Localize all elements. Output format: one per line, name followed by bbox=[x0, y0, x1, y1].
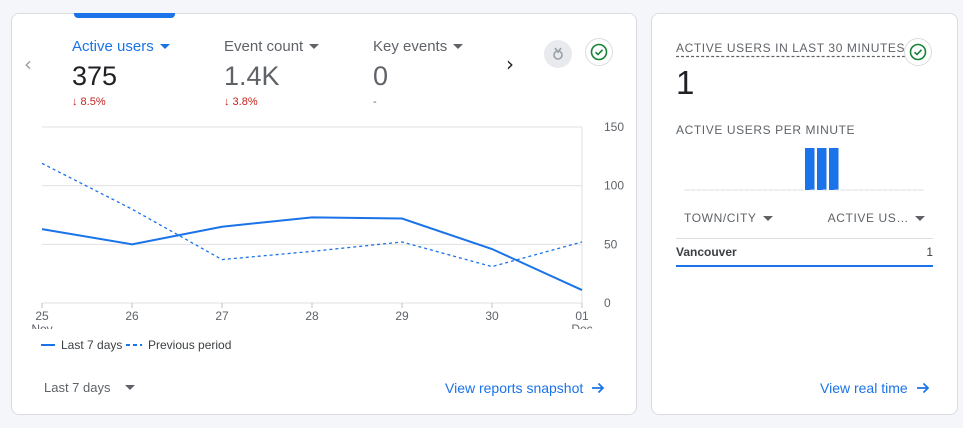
date-range-selector[interactable]: Last 7 days bbox=[44, 380, 135, 395]
active-tab-indicator bbox=[74, 13, 175, 18]
table-row[interactable]: Vancouver 1 bbox=[676, 245, 933, 259]
view-real-time-label: View real time bbox=[820, 380, 908, 396]
metric-active-users[interactable]: Active users 375 ↓ 8.5% bbox=[72, 38, 170, 108]
caret-down-icon bbox=[124, 385, 135, 390]
legend-previous-label: Previous period bbox=[148, 338, 232, 352]
minute-bar bbox=[817, 148, 827, 190]
series-previous-period-line bbox=[41, 162, 583, 268]
metric-label: Event count bbox=[224, 38, 304, 55]
y-tick-label: 150 bbox=[604, 120, 624, 134]
metric-change: - bbox=[373, 96, 377, 108]
metric-value: 0 bbox=[373, 61, 389, 91]
minute-bar bbox=[805, 148, 815, 190]
users-cell: 1 bbox=[926, 245, 933, 259]
caret-down-icon bbox=[309, 44, 320, 49]
check-circle-icon bbox=[904, 38, 932, 66]
legend-current-label: Last 7 days bbox=[61, 338, 123, 352]
chevron-right-icon[interactable]: › bbox=[506, 52, 514, 76]
arrow-right-icon bbox=[916, 382, 929, 394]
y-tick-label: 50 bbox=[604, 237, 618, 251]
x-tick-label: 28 bbox=[305, 309, 319, 323]
arrow-right-icon bbox=[592, 382, 605, 394]
metric-event-count[interactable]: Event count 1.4K ↓ 3.8% bbox=[224, 38, 320, 108]
per-minute-bar-chart bbox=[684, 148, 924, 191]
x-tick-label: 01 bbox=[575, 309, 589, 323]
insights-icon[interactable] bbox=[544, 40, 572, 68]
x-tick-label: 25 bbox=[35, 309, 49, 323]
y-tick-label: 100 bbox=[604, 179, 624, 193]
view-real-time-link[interactable]: View real time bbox=[820, 380, 930, 396]
realtime-user-count: 1 bbox=[676, 64, 695, 101]
x-tick-month-label: Nov bbox=[31, 322, 52, 329]
x-tick-label: 26 bbox=[125, 309, 139, 323]
metric-label: Key events bbox=[373, 38, 448, 55]
y-tick-label: 0 bbox=[604, 296, 611, 310]
metric-key-events[interactable]: Key events 0 - bbox=[373, 38, 464, 108]
caret-down-icon bbox=[762, 215, 773, 221]
legend-current: Last 7 days bbox=[41, 338, 122, 352]
caret-down-icon bbox=[453, 44, 464, 49]
overview-card: ‹ Active users 375 ↓ 8.5% Event count 1.… bbox=[11, 13, 637, 415]
x-tick-month-label: Dec bbox=[571, 322, 592, 329]
view-reports-snapshot-link[interactable]: View reports snapshot bbox=[445, 380, 605, 396]
x-tick-label: 30 bbox=[485, 309, 499, 323]
check-circle-icon bbox=[585, 38, 613, 66]
row-share-bar bbox=[676, 265, 933, 267]
realtime-card: ACTIVE USERS IN LAST 30 MINUTES 1 ACTIVE… bbox=[651, 13, 958, 415]
chevron-left-icon[interactable]: ‹ bbox=[24, 52, 32, 76]
column-label: TOWN/CITY bbox=[684, 211, 757, 225]
x-tick-label: 27 bbox=[215, 309, 229, 323]
x-tick-label: 29 bbox=[395, 309, 409, 323]
realtime-title[interactable]: ACTIVE USERS IN LAST 30 MINUTES bbox=[676, 41, 906, 55]
view-reports-snapshot-label: View reports snapshot bbox=[445, 380, 584, 396]
city-cell: Vancouver bbox=[676, 245, 737, 259]
date-range-label: Last 7 days bbox=[44, 380, 111, 395]
series-last-7-days-line bbox=[41, 216, 583, 292]
caret-down-icon bbox=[159, 44, 170, 49]
caret-down-icon bbox=[915, 215, 925, 221]
realtime-table-header: TOWN/CITY ACTIVE US… bbox=[676, 211, 933, 225]
column-label: ACTIVE US… bbox=[827, 211, 909, 225]
column-town-city[interactable]: TOWN/CITY bbox=[676, 211, 781, 225]
divider bbox=[676, 238, 933, 239]
metric-value: 375 bbox=[72, 61, 118, 91]
column-active-users[interactable]: ACTIVE US… bbox=[820, 211, 933, 225]
legend-previous: Previous period bbox=[126, 338, 231, 352]
metric-value: 1.4K bbox=[224, 61, 280, 91]
metric-change: ↓ 8.5% bbox=[72, 96, 106, 108]
per-minute-heading: ACTIVE USERS PER MINUTE bbox=[676, 123, 856, 137]
metric-label: Active users bbox=[72, 38, 154, 55]
minute-bar bbox=[829, 148, 839, 190]
metric-change: ↓ 3.8% bbox=[224, 96, 258, 108]
